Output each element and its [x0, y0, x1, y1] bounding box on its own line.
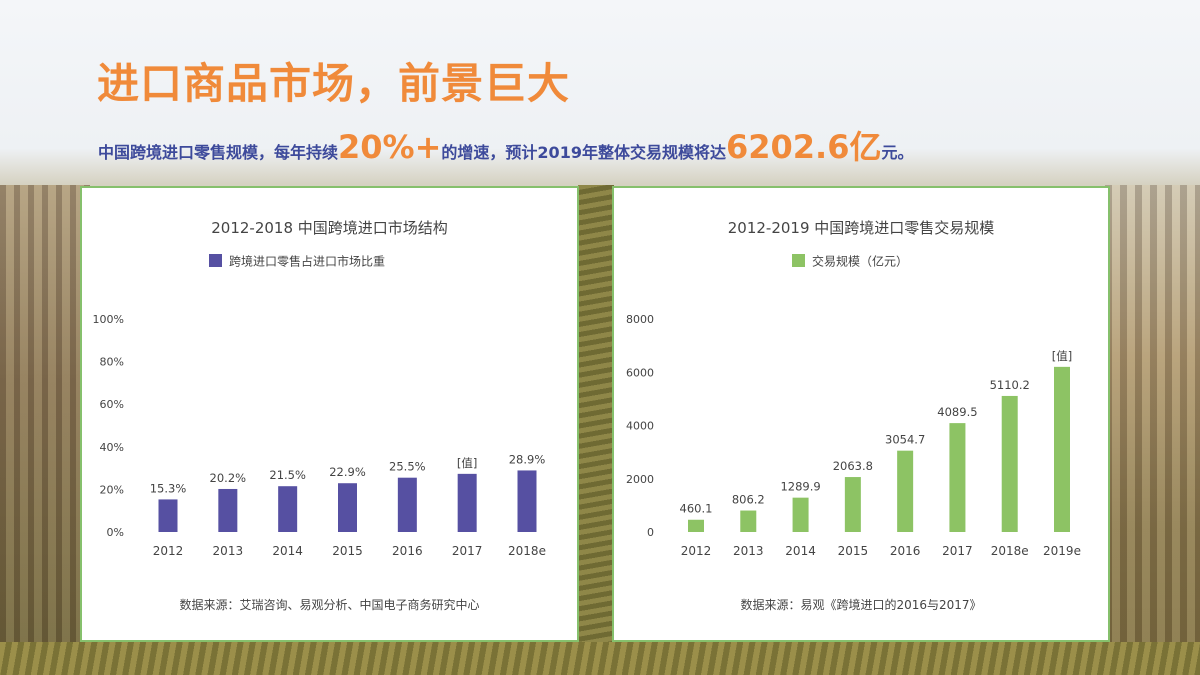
legend-label: 交易规模（亿元）	[812, 254, 908, 269]
page-title: 进口商品市场，前景巨大	[97, 59, 571, 108]
x-tick-label: 2014	[272, 544, 303, 558]
data-label: [值]	[457, 456, 477, 470]
bar-2015	[844, 477, 861, 532]
chart-title: 2012-2019 中国跨境进口零售交易规模	[728, 219, 995, 237]
y-tick-label: 100%	[93, 313, 124, 326]
page-subtitle: 中国跨境进口零售规模，每年持续20%+的增速，预计2019年整体交易规模将达62…	[98, 122, 913, 168]
data-label: 4089.5	[937, 405, 977, 419]
background-city-left	[0, 185, 90, 675]
y-tick-label: 8000	[626, 313, 654, 326]
y-tick-label: 80%	[100, 356, 124, 369]
chart-panel-transaction-scale: 2012-2019 中国跨境进口零售交易规模 交易规模（亿元） 0 2000 4000 6…	[612, 186, 1110, 642]
bar-2018e	[517, 470, 537, 532]
data-label: 20.2%	[210, 471, 247, 485]
x-tick-label: 2013	[733, 544, 764, 558]
data-label: 5110.2	[990, 378, 1030, 392]
bar-2017	[457, 473, 477, 532]
bar-2013	[740, 510, 757, 532]
source-note: 数据来源：艾瑞咨询、易观分析、中国电子商务研究中心	[179, 597, 479, 612]
x-tick-label: 2013	[213, 544, 244, 558]
bar-2013	[218, 488, 238, 532]
bar-2014	[792, 497, 809, 532]
subtitle-growth-highlight: 20%+	[338, 128, 442, 166]
x-tick-label: 2016	[890, 544, 921, 558]
source-note: 数据来源：易观《跨境进口的2016与2017》	[740, 597, 981, 612]
subtitle-text-3: 元。	[881, 143, 914, 162]
legend-label: 跨境进口零售占进口市场比重	[229, 254, 385, 269]
data-label: 28.9%	[509, 452, 546, 466]
bar-2012	[688, 519, 704, 532]
data-label: 21.5%	[269, 468, 306, 482]
background-city-right	[1105, 185, 1200, 675]
x-tick-label: 2014	[785, 544, 816, 558]
data-label: [值]	[1052, 349, 1072, 363]
x-tick-label: 2016	[392, 544, 423, 558]
y-tick-label: 0	[647, 526, 654, 539]
bar-2016	[897, 450, 914, 532]
bar-2015	[338, 483, 357, 532]
x-tick-label: 2019e	[1043, 544, 1081, 558]
data-label: 806.2	[732, 493, 765, 507]
x-tick-label: 2018e	[991, 544, 1029, 558]
data-label: 25.5%	[389, 460, 426, 474]
y-tick-label: 4000	[626, 420, 654, 433]
bar-2018e	[1001, 395, 1018, 532]
data-label: 2063.8	[833, 459, 873, 473]
x-tick-label: 2017	[942, 544, 973, 558]
chart-title: 2012-2018 中国跨境进口市场结构	[211, 219, 448, 237]
y-tick-label: 0%	[107, 526, 124, 539]
x-tick-label: 2015	[838, 544, 869, 558]
chart-panel-market-structure: 2012-2018 中国跨境进口市场结构跨境进口零售占进口市场比重 0% 20% 40…	[80, 186, 579, 642]
y-tick-label: 2000	[626, 473, 654, 486]
x-tick-label: 2018e	[508, 544, 546, 558]
background-fields-bottom	[0, 642, 1200, 675]
x-tick-label: 2012	[153, 544, 184, 558]
bar-2017	[949, 423, 966, 532]
data-label: 1289.9	[780, 480, 820, 494]
bar-2014	[278, 486, 298, 532]
y-tick-label: 60%	[100, 398, 124, 411]
legend-swatch	[209, 254, 222, 267]
subtitle-text-1: 中国跨境进口零售规模，每年持续	[98, 143, 339, 162]
y-tick-label: 6000	[626, 366, 654, 379]
data-label: 460.1	[680, 502, 713, 516]
y-tick-label: 40%	[100, 441, 124, 454]
legend-swatch	[792, 254, 805, 267]
subtitle-total-highlight: 6202.6亿	[725, 128, 882, 166]
bar-2012	[158, 499, 178, 532]
x-tick-label: 2012	[681, 544, 712, 558]
data-label: 3054.7	[885, 433, 925, 447]
x-tick-label: 2017	[452, 544, 483, 558]
background-fields	[578, 185, 614, 675]
subtitle-text-2: 的增速，预计2019年整体交易规模将达	[441, 143, 726, 162]
data-label: 22.9%	[329, 465, 366, 479]
bar-2019e	[1054, 366, 1070, 532]
x-tick-label: 2015	[332, 544, 363, 558]
bar-2016	[397, 477, 417, 532]
data-label: 15.3%	[150, 481, 187, 495]
y-tick-label: 20%	[100, 483, 124, 496]
